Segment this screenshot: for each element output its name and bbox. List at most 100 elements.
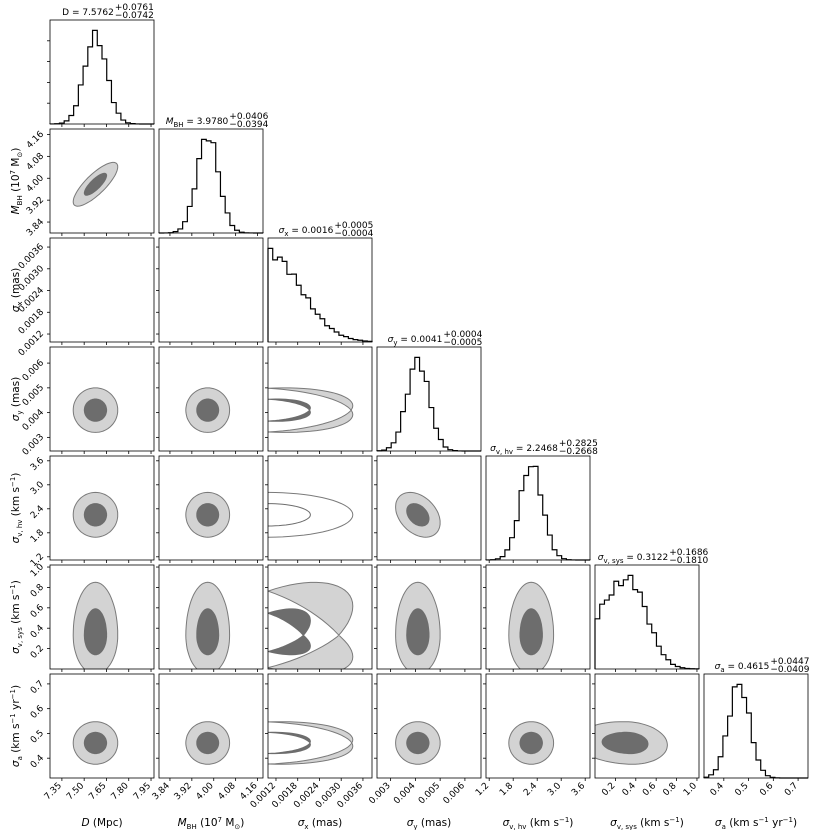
contour-1sigma [196,398,220,422]
diag-panel-sigma_v_sys: σv, sys = 0.3122 +0.1686−0.1810 [594,548,709,670]
panel-sigma_v_sys-vs-D [49,564,155,670]
x-tick-label: 0.004 [392,781,417,806]
y-tick-label: 3.0 [29,480,46,497]
x-tick-label: 4.00 [195,781,216,802]
y-tick-label: 0.6 [29,704,46,721]
x-tick-label: 3.6 [570,781,587,798]
title-plus-error: +0.1686 [669,548,708,558]
panel-frame [49,455,155,561]
y-tick-label: 0.4 [29,623,46,640]
x-tick-label: 0.4 [621,781,638,798]
x-tick-label: 0.6 [641,781,658,798]
contour-1sigma [83,172,108,196]
contour-1sigma [406,731,430,755]
panel-frame [376,673,482,779]
panel-sigma_v_hv-vs-D [49,455,155,561]
panel-M_BH-vs-D [49,128,155,234]
y-axis-label-sigma_a: σa (km s−1 yr−1) [9,685,24,767]
contour-2sigma [268,387,354,433]
title-plus-error: +0.0005 [334,221,373,231]
panel-sigma_a-vs-M_BH [158,673,264,779]
panel-frame [267,346,373,452]
panel-frame [594,564,700,670]
x-tick-label: 7.35 [43,781,64,802]
x-axis-label-sigma_v_hv: σv, hv (km s−1) [503,816,574,830]
panel-frame [485,673,591,779]
title-minus-error: −0.0004 [334,229,373,239]
panel-frame [267,673,373,779]
panel-sigma_y-vs-D [49,346,155,452]
diag-panel-sigma_v_hv: σv, hv = 2.2468 +0.2825−0.2668 [485,439,598,561]
title-minus-error: −0.0742 [115,11,154,21]
title-minus-error: −0.0005 [443,338,482,348]
histogram-sigma_y [376,356,481,452]
x-axis-label-sigma_y: σy (mas) [407,817,451,830]
y-tick-label: 3.92 [25,195,46,216]
contour-1sigma [519,731,543,755]
contour-1sigma [196,608,220,656]
diag-panel-M_BH: MBH = 3.9780 +0.0406−0.0394 [158,112,269,234]
y-axis-label-sigma_v_sys: σv, sys (km s−1) [9,580,24,654]
y-axis-label-sigma_x: σx (mas) [10,268,24,312]
title-minus-error: −0.0394 [229,120,268,130]
panel-frame [49,128,155,234]
histogram-D [49,29,154,125]
panel-frame [158,673,264,779]
panel-sigma_v_sys-vs-sigma_x [267,564,373,670]
title-minus-error: −0.1810 [669,556,708,566]
x-axis-label-sigma_x: σx (mas) [298,817,342,830]
y-axis-label-sigma_y: σy (mas) [10,377,24,421]
panel-frame [158,564,264,670]
panel-frame [49,673,155,779]
x-tick-label: 1.8 [498,781,515,798]
panel-sigma_a-vs-sigma_v_sys [594,673,700,779]
y-tick-label: 0.2 [29,644,46,661]
panel-frame [594,673,700,779]
title-plus-error: +0.0447 [770,657,809,667]
x-axis-label-D: D (Mpc) [81,817,122,829]
x-tick-label: 7.80 [110,781,131,802]
panel-sigma_v_sys-vs-M_BH [158,564,264,670]
diag-panel-D: D = 7.5762 +0.0761−0.0742 [49,3,155,125]
y-tick-label: 3.84 [25,217,46,238]
panel-frame [49,564,155,670]
panel-frame [703,673,809,779]
x-tick-label: 2.4 [522,781,539,798]
y-tick-label: 0.7 [29,679,46,696]
x-tick-label: 0.005 [417,781,442,806]
histogram-sigma_x [267,247,373,342]
panel-sigma_v_hv-vs-sigma_y [376,455,482,561]
title-plus-error: +0.0406 [229,112,268,122]
y-tick-label: 1.8 [29,528,46,545]
panel-frame [485,564,591,670]
panel-sigma_a-vs-sigma_v_hv [485,673,591,779]
histogram-sigma_v_sys [594,574,700,670]
contour-1sigma [519,608,543,656]
contour-1sigma [83,608,108,656]
diag-panel-sigma_y: σy = 0.0041 +0.0004−0.0005 [376,330,483,452]
y-tick-label: 0.6 [29,603,46,620]
panel-sigma_y-vs-M_BH [158,346,264,452]
title-minus-error: −0.2668 [559,447,598,457]
panel-frame [158,128,264,234]
panel-frame [267,564,373,670]
panel-title-sigma_y: σy = 0.0041 [388,335,443,347]
title-minus-error: −0.0409 [770,665,809,675]
panel-frame [158,346,264,452]
histogram-M_BH [158,138,264,234]
histogram-sigma_a [703,683,808,779]
panel-sigma_a-vs-sigma_x [267,673,373,779]
contour-1sigma [268,503,311,527]
panel-sigma_a-vs-sigma_y [376,673,482,779]
panel-frame [376,455,482,561]
x-tick-label: 3.92 [173,781,194,802]
panel-sigma_x-vs-M_BH [158,237,264,343]
panel-frame [158,237,264,343]
y-tick-label: 4.16 [25,129,46,150]
contour-2sigma [268,581,354,669]
y-axis-label-sigma_v_hv: σv, hv (km s−1) [9,473,24,544]
x-tick-label: 0.5 [733,781,750,798]
panel-sigma_a-vs-D [49,673,155,779]
contour-1sigma [406,503,430,527]
x-tick-label: 0.2 [600,781,617,798]
